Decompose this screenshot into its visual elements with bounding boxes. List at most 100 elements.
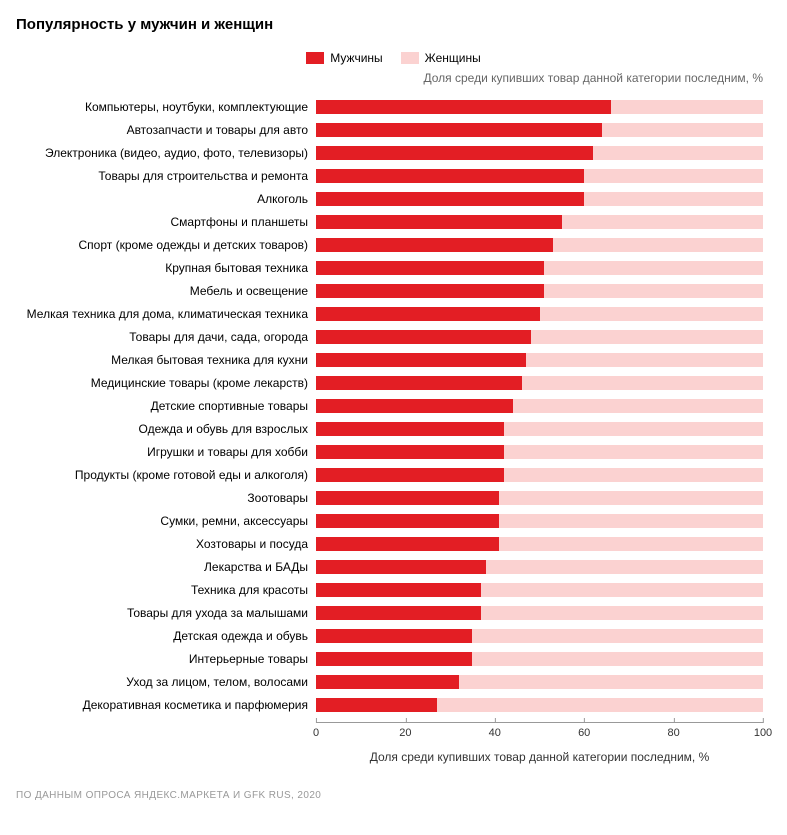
bar-track [316,675,763,689]
bar-men [316,123,602,137]
bar-row: Медицинские товары (кроме лекарств) [16,371,771,394]
category-label: Уход за лицом, телом, волосами [16,675,316,689]
bar-row: Электроника (видео, аудио, фото, телевиз… [16,141,771,164]
bar-men [316,698,437,712]
bar-men [316,238,553,252]
bar-row: Товары для дачи, сада, огорода [16,325,771,348]
category-label: Смартфоны и планшеты [16,215,316,229]
bar-men [316,514,499,528]
bar-row: Спорт (кроме одежды и детских товаров) [16,233,771,256]
bar-men [316,330,531,344]
bar-men [316,100,611,114]
legend-label-women: Женщины [425,51,481,65]
x-axis-label: Доля среди купивших товар данной категор… [316,750,763,764]
x-tick: 40 [489,723,501,739]
bar-row: Мелкая техника для дома, климатическая т… [16,302,771,325]
bar-row: Сумки, ремни, аксессуары [16,509,771,532]
bar-men [316,422,504,436]
bar-men [316,399,513,413]
bar-men [316,215,562,229]
bar-track [316,353,763,367]
bar-track [316,284,763,298]
category-label: Интерьерные товары [16,652,316,666]
x-tick: 0 [313,723,319,739]
bar-row: Товары для строительства и ремонта [16,164,771,187]
bar-track [316,376,763,390]
bar-men [316,192,584,206]
bar-track [316,192,763,206]
category-label: Товары для ухода за малышами [16,606,316,620]
category-label: Сумки, ремни, аксессуары [16,514,316,528]
x-tick: 100 [754,723,772,739]
category-label: Автозапчасти и товары для авто [16,123,316,137]
category-label: Крупная бытовая техника [16,261,316,275]
category-label: Товары для дачи, сада, огорода [16,330,316,344]
bar-row: Интерьерные товары [16,647,771,670]
bar-row: Компьютеры, ноутбуки, комплектующие [16,95,771,118]
x-tick: 20 [399,723,411,739]
source-note: ПО ДАННЫМ ОПРОСА ЯНДЕКС.МАРКЕТА И GFK RU… [16,790,771,801]
category-label: Игрушки и товары для хобби [16,445,316,459]
bar-row: Смартфоны и планшеты [16,210,771,233]
category-label: Лекарства и БАДы [16,560,316,574]
bar-track [316,100,763,114]
bar-row: Мебель и освещение [16,279,771,302]
bar-track [316,215,763,229]
bar-row: Уход за лицом, телом, волосами [16,670,771,693]
category-label: Мебель и освещение [16,284,316,298]
category-label: Мелкая бытовая техника для кухни [16,353,316,367]
bar-track [316,123,763,137]
bar-row: Продукты (кроме готовой еды и алкоголя) [16,463,771,486]
category-label: Декоративная косметика и парфюмерия [16,698,316,712]
bar-men [316,468,504,482]
legend-item-women: Женщины [401,51,481,65]
bar-men [316,491,499,505]
bar-row: Детские спортивные товары [16,394,771,417]
bar-row: Мелкая бытовая техника для кухни [16,348,771,371]
bar-men [316,146,593,160]
bar-track [316,468,763,482]
bar-track [316,583,763,597]
bar-track [316,445,763,459]
bar-row: Зоотовары [16,486,771,509]
bar-row: Детская одежда и обувь [16,624,771,647]
bar-men [316,675,459,689]
bar-men [316,629,472,643]
bar-row: Товары для ухода за малышами [16,601,771,624]
category-label: Медицинские товары (кроме лекарств) [16,376,316,390]
bar-track [316,514,763,528]
bar-men [316,606,481,620]
bar-track [316,146,763,160]
category-label: Зоотовары [16,491,316,505]
legend-swatch-women [401,52,419,64]
bar-men [316,307,540,321]
category-label: Алкоголь [16,192,316,206]
bar-track [316,606,763,620]
bar-row: Декоративная косметика и парфюмерия [16,693,771,716]
bar-track [316,629,763,643]
x-tick: 80 [667,723,679,739]
bar-row: Алкоголь [16,187,771,210]
chart-title: Популярность у мужчин и женщин [16,16,771,33]
category-label: Продукты (кроме готовой еды и алкоголя) [16,468,316,482]
bar-row: Одежда и обувь для взрослых [16,417,771,440]
bar-track [316,399,763,413]
bar-men [316,652,472,666]
category-label: Мелкая техника для дома, климатическая т… [16,307,316,321]
bar-men [316,583,481,597]
bar-row: Хозтовары и посуда [16,532,771,555]
bar-men [316,537,499,551]
bar-track [316,261,763,275]
category-label: Компьютеры, ноутбуки, комплектующие [16,100,316,114]
bar-men [316,353,526,367]
bar-track [316,698,763,712]
bar-plot: Компьютеры, ноутбуки, комплектующие Автоз… [16,95,771,716]
bar-men [316,261,544,275]
bar-row: Лекарства и БАДы [16,555,771,578]
bar-track [316,307,763,321]
bar-men [316,445,504,459]
bar-row: Техника для красоты [16,578,771,601]
bar-men [316,284,544,298]
category-label: Одежда и обувь для взрослых [16,422,316,436]
bar-track [316,537,763,551]
